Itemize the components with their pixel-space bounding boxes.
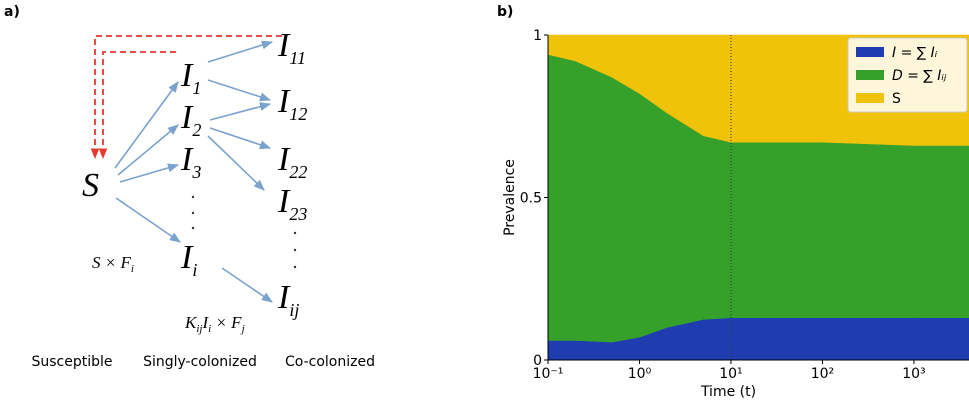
rate-text: I: [201, 313, 209, 332]
feedback-arrow: [98, 51, 176, 160]
node-text: S: [82, 167, 99, 204]
arrow: [114, 81, 179, 169]
node-label: I22: [277, 141, 307, 182]
column-label: Co-colonized: [285, 354, 375, 370]
node-text: I: [180, 141, 194, 178]
node-text: I: [180, 239, 194, 276]
node-text: I: [277, 27, 291, 64]
node-subscript: 22: [289, 162, 307, 182]
node-subscript: 3: [191, 162, 201, 182]
node-subscript: 23: [289, 204, 307, 224]
rate-subscript: i: [131, 263, 134, 275]
x-axis-label: Time (t): [700, 384, 756, 400]
node-label: I11: [277, 27, 306, 68]
ellipsis: [191, 195, 297, 269]
legend-swatch: [856, 47, 884, 57]
y-tick-label: 0: [533, 353, 542, 369]
panel-label: b): [497, 4, 513, 20]
node-label: Ii: [180, 239, 197, 280]
node-text: I: [277, 279, 291, 316]
node-subscript: ij: [289, 300, 299, 320]
rate-text: K: [184, 313, 198, 332]
node-label: I12: [277, 83, 307, 124]
x-tick-label: 10¹: [719, 366, 742, 382]
node-subscript: 1: [192, 78, 201, 98]
rate-text: S × F: [92, 253, 131, 272]
node-subscript: i: [192, 260, 197, 280]
node-label: I3: [180, 141, 201, 182]
legend-swatch: [856, 93, 884, 103]
column-label: Susceptible: [31, 354, 112, 370]
arrow: [221, 267, 273, 303]
node-text: I: [180, 57, 194, 94]
x-tick-label: 10³: [902, 366, 925, 382]
chart: 0 0.5 1 10⁻¹ 10⁰ 10¹ 10² 10³ Time (t) Prevalence I…: [502, 28, 969, 400]
y-tick-label: 1: [533, 28, 542, 44]
node-label: I23: [277, 183, 307, 224]
legend-swatch: [856, 70, 884, 80]
node-text: I: [277, 183, 291, 220]
feedback-arrow: [90, 35, 282, 160]
node-subscript: 12: [289, 104, 307, 124]
rate-label: KijIi × Fj: [184, 313, 245, 335]
legend-label: S: [892, 91, 901, 107]
x-tick-label: 10⁰: [628, 366, 652, 382]
arrow: [207, 40, 274, 63]
arrow: [119, 163, 180, 183]
panel-label: a): [4, 4, 20, 20]
y-tick-label: 0.5: [520, 191, 542, 207]
node-subscript: 2: [192, 120, 201, 140]
node-text: I: [277, 141, 291, 178]
rate-label: S × Fi: [92, 253, 134, 275]
y-axis-label: Prevalence: [502, 159, 518, 236]
node-label: S: [82, 167, 99, 204]
node-label: I2: [180, 99, 201, 140]
arrow: [115, 197, 181, 243]
node-label: Iij: [277, 279, 299, 320]
node-subscript: 11: [289, 48, 306, 68]
legend-label: D = ∑ Iᵢⱼ: [892, 68, 947, 84]
column-label: Singly-colonized: [143, 354, 257, 370]
arrow: [207, 135, 265, 191]
arrow: [117, 124, 179, 176]
x-tick-label: 10⁻¹: [533, 366, 564, 382]
arrow: [209, 102, 272, 121]
rate-text: × F: [211, 313, 242, 332]
node-text: I: [180, 99, 194, 136]
legend-label: I = ∑ Iᵢ: [892, 45, 938, 61]
arrow: [209, 127, 272, 150]
rate-subscript: j: [240, 323, 245, 335]
arrow: [207, 79, 272, 102]
x-tick-label: 10²: [811, 366, 834, 382]
rate-subscript: i: [208, 323, 211, 335]
node-label: I1: [180, 57, 201, 98]
node-text: I: [277, 83, 291, 120]
rate-subscript: ij: [196, 323, 202, 335]
